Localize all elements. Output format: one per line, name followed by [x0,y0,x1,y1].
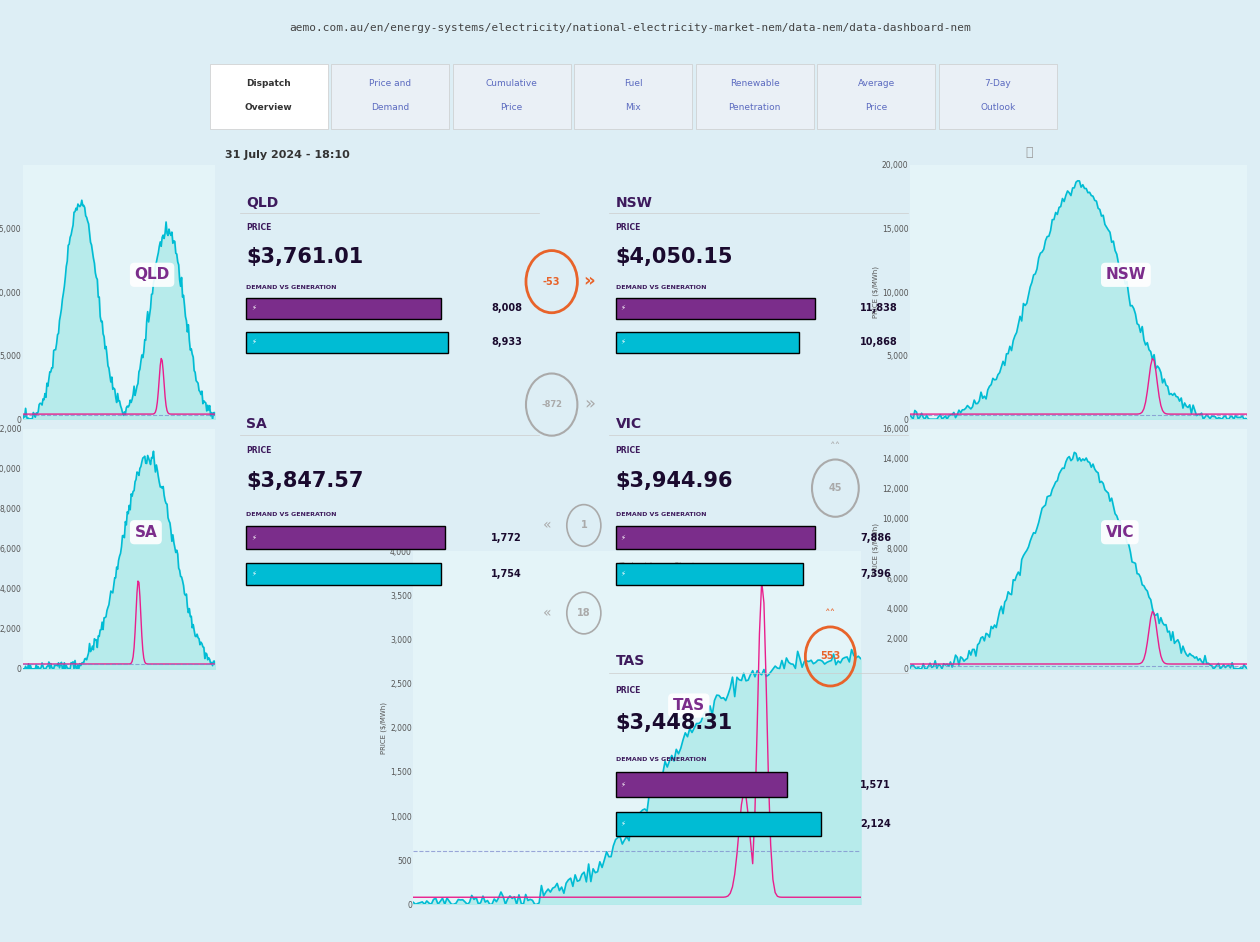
Text: Penetration: Penetration [728,103,781,112]
Text: ⚡: ⚡ [251,534,256,541]
Text: 1: 1 [581,520,587,530]
Text: $3,847.57: $3,847.57 [247,471,364,492]
Text: $3,944.96: $3,944.96 [616,471,733,492]
FancyBboxPatch shape [247,298,441,319]
Text: DEMAND VS GENERATION: DEMAND VS GENERATION [616,512,706,517]
FancyBboxPatch shape [616,812,822,836]
Text: Price: Price [500,103,523,112]
Text: Overview: Overview [244,103,292,112]
Text: Outlook: Outlook [980,103,1016,112]
Text: -53: -53 [543,277,561,286]
Text: NSW: NSW [1105,268,1147,283]
Text: 1,754: 1,754 [491,569,522,579]
Text: -872: -872 [542,400,562,409]
Text: 18: 18 [577,608,591,618]
Text: Price and: Price and [369,79,411,89]
Text: »: » [583,396,595,414]
Text: ˄˄: ˄˄ [830,442,840,452]
Text: DEMAND VS GENERATION: DEMAND VS GENERATION [616,757,706,762]
Text: ⚡: ⚡ [251,571,256,577]
FancyBboxPatch shape [616,332,799,353]
FancyBboxPatch shape [209,64,328,129]
Text: NSW: NSW [616,196,653,210]
Text: TAS: TAS [673,698,704,713]
Text: 31 July 2024 - 18:10: 31 July 2024 - 18:10 [224,151,350,160]
FancyBboxPatch shape [696,64,814,129]
FancyBboxPatch shape [452,64,571,129]
Text: ⚡: ⚡ [620,821,625,827]
Text: ⚡: ⚡ [251,305,256,311]
FancyBboxPatch shape [331,64,450,129]
Text: ⤢: ⤢ [1026,146,1033,159]
FancyBboxPatch shape [616,562,803,585]
Text: ⚡: ⚡ [620,339,625,345]
Text: ⚡: ⚡ [620,534,625,541]
Text: DEMAND VS GENERATION: DEMAND VS GENERATION [247,512,336,517]
FancyBboxPatch shape [575,64,692,129]
Text: 1,571: 1,571 [861,780,891,789]
Text: Demand: Demand [370,103,410,112]
Text: $3,448.31: $3,448.31 [616,713,733,733]
Y-axis label: PRICE ($/MWh): PRICE ($/MWh) [381,702,387,754]
Text: DEMAND VS GENERATION: DEMAND VS GENERATION [616,285,706,290]
Text: 8,008: 8,008 [491,303,522,314]
Text: DEMAND VS GENERATION: DEMAND VS GENERATION [247,285,336,290]
Text: VIC: VIC [1105,525,1134,540]
Text: 553: 553 [820,652,840,661]
Text: PRICE: PRICE [247,223,272,233]
FancyBboxPatch shape [247,332,447,353]
Text: ˄˄: ˄˄ [825,609,835,619]
FancyBboxPatch shape [247,527,445,549]
Text: QLD: QLD [247,196,278,210]
Text: $4,050.15: $4,050.15 [616,247,733,267]
FancyBboxPatch shape [616,772,788,797]
Text: 7-Day: 7-Day [984,79,1011,89]
FancyBboxPatch shape [939,64,1057,129]
Text: 11,838: 11,838 [861,303,898,314]
Text: VIC: VIC [616,416,641,430]
FancyBboxPatch shape [616,298,814,319]
Text: Cumulative: Cumulative [485,79,538,89]
Text: 2,124: 2,124 [861,819,891,829]
Text: PRICE: PRICE [616,686,641,695]
Text: «: « [543,518,552,532]
Text: Average: Average [858,79,895,89]
Text: 7,886: 7,886 [861,532,891,543]
Text: 1,772: 1,772 [491,532,522,543]
Text: 10,868: 10,868 [861,337,898,348]
FancyBboxPatch shape [247,562,441,585]
Text: TAS: TAS [616,654,645,668]
Text: ⚡: ⚡ [620,571,625,577]
Text: PRICE: PRICE [616,447,641,455]
Text: ⚡: ⚡ [620,782,625,788]
Text: 8,933: 8,933 [491,337,522,348]
Text: «: « [543,606,552,620]
Text: Renewable: Renewable [730,79,780,89]
Text: PRICE: PRICE [616,223,641,233]
Text: Fuel: Fuel [624,79,643,89]
Text: 7,396: 7,396 [861,569,891,579]
Text: JS chart by amCharts: JS chart by amCharts [619,561,699,571]
Y-axis label: PRICE ($/MWh): PRICE ($/MWh) [872,266,879,318]
Text: SA: SA [247,416,267,430]
Text: ⚡: ⚡ [251,339,256,345]
Text: Mix: Mix [625,103,641,112]
Text: SA: SA [135,525,158,540]
Text: »: » [583,272,595,291]
Text: Price: Price [866,103,887,112]
FancyBboxPatch shape [616,527,814,549]
Text: aemo.com.au/en/energy-systems/electricity/national-electricity-market-nem/data-n: aemo.com.au/en/energy-systems/electricit… [289,24,971,34]
Text: QLD: QLD [135,268,170,283]
Text: PRICE: PRICE [247,447,272,455]
Text: 45: 45 [829,483,842,494]
Text: $3,761.01: $3,761.01 [247,247,364,267]
Y-axis label: PRICE ($/MWh): PRICE ($/MWh) [872,523,879,575]
Text: Dispatch: Dispatch [246,79,291,89]
FancyBboxPatch shape [816,64,935,129]
Text: ⚡: ⚡ [620,305,625,311]
